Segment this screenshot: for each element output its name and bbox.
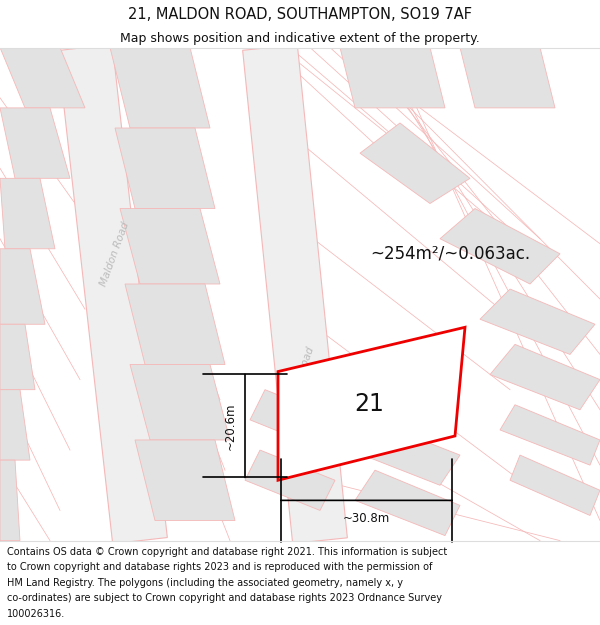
Polygon shape: [242, 45, 347, 543]
Polygon shape: [278, 328, 465, 480]
Polygon shape: [0, 178, 55, 249]
Text: 21: 21: [354, 392, 384, 416]
Polygon shape: [510, 455, 600, 516]
Polygon shape: [135, 440, 235, 521]
Polygon shape: [360, 123, 470, 204]
Polygon shape: [0, 108, 70, 178]
Text: co-ordinates) are subject to Crown copyright and database rights 2023 Ordnance S: co-ordinates) are subject to Crown copyr…: [7, 593, 442, 603]
Polygon shape: [340, 48, 445, 108]
Polygon shape: [110, 48, 210, 128]
Polygon shape: [245, 450, 335, 511]
Text: ~254m²/~0.063ac.: ~254m²/~0.063ac.: [370, 245, 530, 262]
Polygon shape: [250, 389, 340, 450]
Polygon shape: [0, 324, 35, 389]
Polygon shape: [350, 420, 460, 485]
Polygon shape: [58, 44, 167, 544]
Text: Contains OS data © Crown copyright and database right 2021. This information is : Contains OS data © Crown copyright and d…: [7, 546, 448, 556]
Polygon shape: [490, 344, 600, 410]
Polygon shape: [0, 249, 45, 324]
Text: ~30.8m: ~30.8m: [343, 512, 390, 526]
Text: 100026316.: 100026316.: [7, 609, 65, 619]
Text: 21, MALDON ROAD, SOUTHAMPTON, SO19 7AF: 21, MALDON ROAD, SOUTHAMPTON, SO19 7AF: [128, 7, 472, 22]
Text: Maldon Road: Maldon Road: [99, 220, 131, 288]
Polygon shape: [440, 209, 560, 284]
Polygon shape: [460, 48, 555, 108]
Text: ~20.6m: ~20.6m: [224, 402, 237, 449]
Polygon shape: [125, 284, 225, 364]
Text: Maldon Road: Maldon Road: [284, 346, 316, 413]
Text: HM Land Registry. The polygons (including the associated geometry, namely x, y: HM Land Registry. The polygons (includin…: [7, 578, 403, 587]
Polygon shape: [0, 48, 85, 108]
Polygon shape: [340, 364, 450, 430]
Polygon shape: [355, 470, 460, 536]
Polygon shape: [120, 209, 220, 284]
Polygon shape: [480, 289, 595, 354]
Polygon shape: [0, 389, 30, 460]
Polygon shape: [130, 364, 230, 440]
Text: Map shows position and indicative extent of the property.: Map shows position and indicative extent…: [120, 32, 480, 46]
Polygon shape: [0, 460, 20, 541]
Text: to Crown copyright and database rights 2023 and is reproduced with the permissio: to Crown copyright and database rights 2…: [7, 562, 433, 572]
Polygon shape: [500, 405, 600, 465]
Polygon shape: [115, 128, 215, 209]
